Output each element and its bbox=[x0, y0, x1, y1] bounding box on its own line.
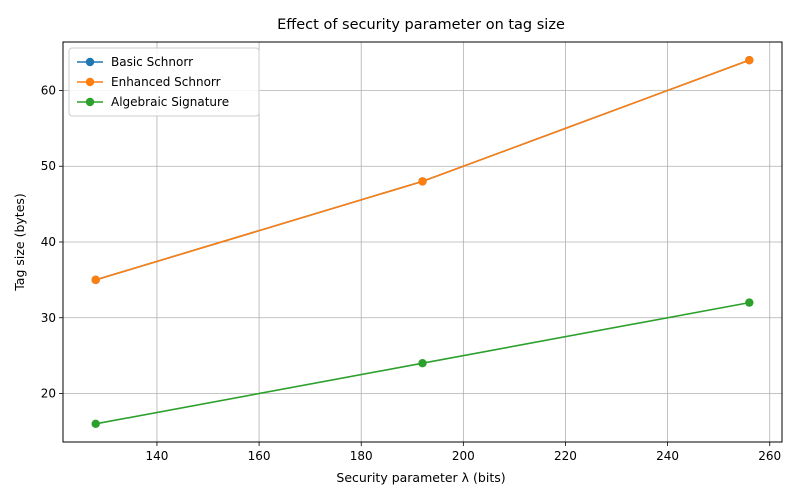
y-axis-label: Tag size (bytes) bbox=[12, 193, 27, 292]
y-tick-label: 50 bbox=[41, 159, 56, 173]
legend-box bbox=[68, 47, 260, 117]
data-point-enhanced-schnorr bbox=[745, 55, 754, 65]
data-point-enhanced-schnorr bbox=[418, 177, 427, 186]
legend-label-enhanced-schnorr: Enhanced Schnorr bbox=[111, 75, 221, 89]
x-tick-label: 260 bbox=[758, 449, 781, 463]
x-tick-label: 180 bbox=[350, 449, 373, 463]
x-tick-label: 160 bbox=[248, 449, 271, 463]
x-tick-label: 200 bbox=[452, 449, 475, 463]
data-point-algebraic-signature bbox=[91, 419, 100, 429]
x-tick-label: 240 bbox=[656, 449, 679, 463]
x-axis-label: Security parameter λ (bits) bbox=[336, 470, 505, 485]
legend-label-algebraic-signature: Algebraic Signature bbox=[111, 95, 229, 109]
y-tick-label: 60 bbox=[41, 83, 56, 97]
y-tick-label: 40 bbox=[41, 235, 56, 249]
axis-ticks: 140 160 180 200 220 240 260 20 30 40 50 60 bbox=[41, 83, 781, 463]
series-markers bbox=[91, 55, 754, 429]
y-tick-label: 20 bbox=[41, 387, 56, 401]
legend-marker-basic-schnorr bbox=[85, 57, 95, 67]
x-tick-label: 220 bbox=[554, 449, 577, 463]
x-tick-label: 140 bbox=[146, 449, 169, 463]
data-point-enhanced-schnorr bbox=[91, 275, 100, 285]
chart-title: Effect of security parameter on tag size bbox=[277, 17, 565, 33]
legend-label-basic-schnorr: Basic Schnorr bbox=[111, 55, 193, 69]
data-point-algebraic-signature bbox=[745, 298, 754, 307]
legend: Basic Schnorr Enhanced Schnorr Algebraic S… bbox=[68, 47, 260, 117]
legend-marker-algebraic-signature bbox=[85, 97, 95, 107]
legend-marker-enhanced-schnorr bbox=[85, 77, 95, 87]
data-point-algebraic-signature bbox=[418, 359, 427, 368]
y-tick-label: 30 bbox=[41, 311, 56, 325]
